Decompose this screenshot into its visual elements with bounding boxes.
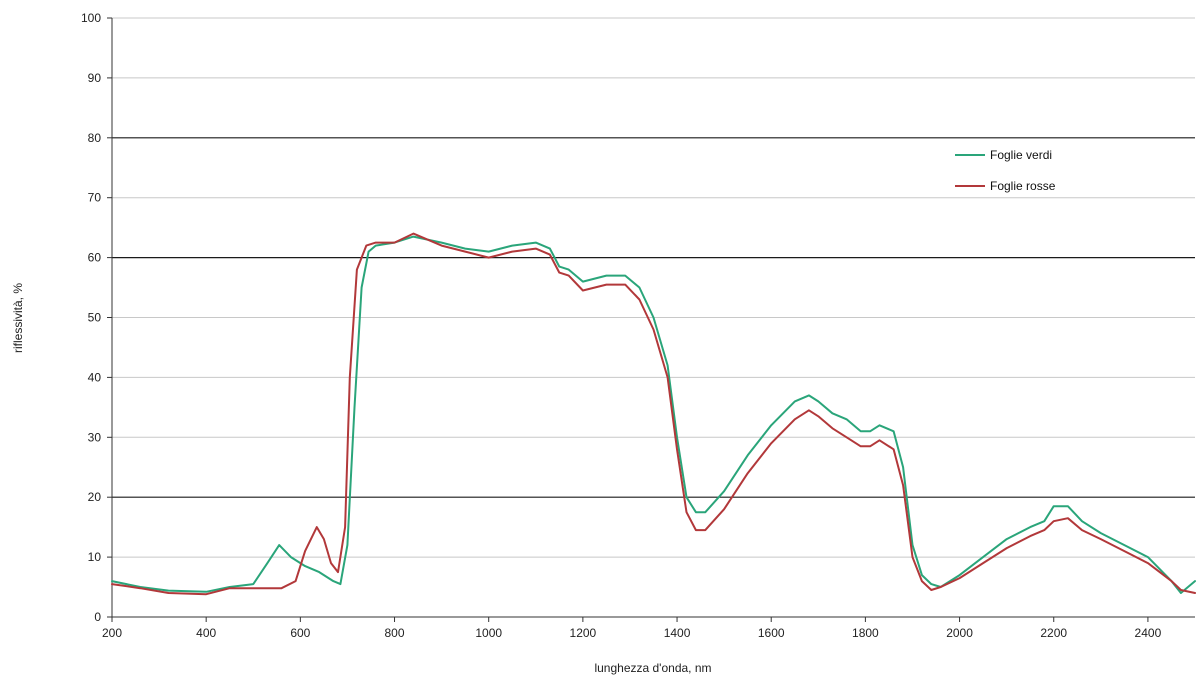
x-axis-title: lunghezza d'onda, nm [594,661,711,675]
y-tick-label-50: 50 [88,311,102,325]
legend: Foglie verdi Foglie rosse [955,148,1056,193]
series-line-foglie-rosse [111,232,1196,596]
y-tick-label-0: 0 [94,610,101,624]
x-tick-label-2000: 2000 [946,626,973,640]
y-tick-label-60: 60 [88,251,102,265]
y-tick-label-30: 30 [88,430,102,444]
y-tick-labels: 0 10 20 30 40 50 60 70 80 90 100 [81,11,112,624]
legend-label-foglie-rosse: Foglie rosse [990,179,1056,193]
x-tick-label-2400: 2400 [1135,626,1162,640]
y-tick-label-100: 100 [81,11,101,25]
y-tick-label-40: 40 [88,370,102,384]
series-layer [111,232,1196,596]
x-tick-label-400: 400 [196,626,216,640]
x-tick-label-600: 600 [290,626,310,640]
x-tick-label-1000: 1000 [475,626,502,640]
y-axis-title: riflessività, % [11,283,25,353]
y-tick-label-20: 20 [88,490,102,504]
gridlines [112,17,1195,558]
series-line-foglie-verdi [111,235,1196,594]
x-tick-label-200: 200 [102,626,122,640]
y-tick-label-10: 10 [88,550,102,564]
x-tick-labels: 200 400 600 800 1000 1200 1400 1600 1800 2000 2200… [102,617,1162,640]
y-tick-label-80: 80 [88,131,102,145]
x-tick-label-1400: 1400 [664,626,691,640]
x-tick-label-1200: 1200 [570,626,597,640]
x-tick-label-2200: 2200 [1040,626,1067,640]
y-tick-label-70: 70 [88,191,102,205]
x-tick-label-1600: 1600 [758,626,785,640]
y-tick-label-90: 90 [88,71,102,85]
x-tick-label-800: 800 [385,626,405,640]
legend-label-foglie-verdi: Foglie verdi [990,148,1052,162]
x-tick-label-1800: 1800 [852,626,879,640]
